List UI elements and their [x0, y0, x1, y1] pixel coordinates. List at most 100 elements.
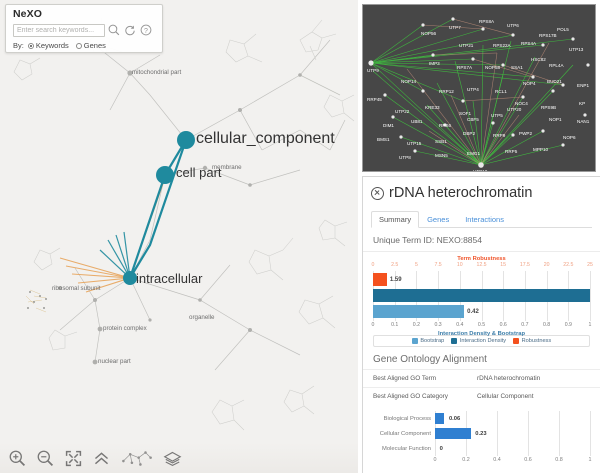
zoom-out-icon[interactable] — [36, 449, 55, 468]
term-header: rDNA heterochromatin — [363, 177, 600, 203]
go-tick: 0 — [433, 457, 437, 463]
go-value-biological-process: 0.06 — [448, 415, 461, 422]
svg-text:NOP58: NOP58 — [485, 65, 501, 70]
fit-to-screen-icon[interactable] — [64, 449, 83, 468]
legend-label-interaction-density: Interaction Density — [459, 338, 507, 344]
svg-text:?: ? — [144, 28, 148, 35]
bar-bootstrap: 0.42 — [373, 305, 479, 318]
node-label-intracellular: intracellular — [136, 271, 203, 286]
go-alignment-title: Gene Ontology Alignment — [373, 354, 487, 365]
search-icon[interactable] — [107, 23, 121, 37]
bottom-tick: 0.7 — [521, 322, 529, 328]
go-tick: 1 — [588, 457, 592, 463]
svg-text:UTP13: UTP13 — [569, 47, 584, 52]
node-label-ribosomal-subunit: ribosomal subunit — [52, 285, 101, 292]
svg-text:KP: KP — [579, 101, 585, 106]
top-tick: 7.5 — [434, 262, 442, 268]
go-plot-biological-process: 0.06 — [435, 411, 591, 426]
svg-text:MSN5: MSN5 — [435, 153, 448, 158]
go-row-best-aligned-category: Best Aligned GO Category Cellular Compon… — [363, 387, 600, 405]
go-plot-cellular-component: 0.23 — [435, 426, 591, 441]
top-tick: 22.5 — [563, 262, 574, 268]
filter-by-label: By: — [13, 41, 24, 50]
ontology-network-view[interactable]: cellular_component cell part intracellul… — [0, 0, 358, 473]
svg-text:CBF5: CBF5 — [467, 117, 479, 122]
go-chart-row: Biological Process 0.06 — [373, 411, 591, 426]
svg-text:RPS4A: RPS4A — [521, 41, 537, 46]
go-chart-row: Molecular Function 0 — [373, 441, 591, 456]
collapse-icon[interactable] — [92, 449, 111, 468]
network-toolbar[interactable] — [0, 443, 358, 473]
svg-text:DIM1: DIM1 — [383, 123, 394, 128]
svg-text:IMP3: IMP3 — [429, 61, 440, 66]
svg-text:RPL4A: RPL4A — [549, 63, 564, 68]
go-tick: 0.8 — [555, 457, 563, 463]
bar-robustness: 1.59 — [373, 273, 402, 286]
detail-tabs[interactable]: Summary Genes Interactions — [371, 210, 592, 228]
svg-text:RPS8A: RPS8A — [479, 19, 495, 24]
help-icon[interactable]: ? — [139, 23, 153, 37]
unique-term-id: Unique Term ID: NEXO:8854 — [363, 228, 600, 252]
radio-genes-icon[interactable] — [75, 42, 82, 49]
network-overview-icon[interactable] — [120, 449, 154, 468]
go-chart-axis: 0 0.2 0.4 0.6 0.8 1 — [433, 456, 592, 465]
svg-text:NOP14: NOP14 — [401, 79, 417, 84]
radio-keywords-icon[interactable] — [27, 42, 34, 49]
node-cell-part — [156, 166, 174, 184]
svg-text:NOP4: NOP4 — [523, 81, 536, 86]
svg-text:UTP21: UTP21 — [459, 43, 474, 48]
svg-text:NOP56: NOP56 — [421, 31, 437, 36]
svg-text:UTP5: UTP5 — [491, 113, 503, 118]
top-tick: 0 — [371, 262, 375, 268]
app-title: NeXO — [13, 8, 42, 20]
chart-top-ticks: 0 2.5 5 7.5 10 12.5 15 17.5 20 22.5 25 — [371, 262, 593, 270]
svg-text:EMG1: EMG1 — [467, 151, 480, 156]
chart-legend: Bootstrap Interaction Density Robustness — [373, 335, 590, 347]
tab-summary[interactable]: Summary — [371, 211, 420, 228]
svg-text:NOP6: NOP6 — [563, 135, 576, 140]
top-tick: 10 — [456, 262, 463, 268]
svg-text:RRP12: RRP12 — [439, 89, 454, 94]
go-value-molecular-function: 0 — [439, 445, 443, 452]
zoom-in-icon[interactable] — [8, 449, 27, 468]
bar-interaction-density — [373, 289, 590, 302]
search-input[interactable] — [13, 23, 105, 37]
svg-text:RPS7A: RPS7A — [457, 65, 473, 70]
robustness-chart: Term Robustness 0 2.5 5 7.5 10 12.5 15 1… — [371, 256, 593, 337]
search-panel[interactable]: NeXO ? By: Ke — [5, 4, 163, 53]
svg-text:RRP9: RRP9 — [493, 133, 506, 138]
radio-option-keywords[interactable]: Keywords — [27, 41, 69, 50]
gene-network-graph[interactable]: UTP9 UTP10 NOP56 UTP7 RPS8A UTP6 RPS17B UTP… — [363, 5, 596, 172]
refresh-icon[interactable] — [123, 23, 137, 37]
svg-text:RRP45: RRP45 — [367, 97, 382, 102]
go-row-best-aligned-term: Best Aligned GO Term rDNA heterochromati… — [363, 369, 600, 387]
top-tick: 12.5 — [476, 262, 487, 268]
node-label-cell-part: cell part — [176, 165, 222, 180]
tab-interactions[interactable]: Interactions — [465, 215, 504, 224]
go-chart-row: Cellular Component 0.23 — [373, 426, 591, 441]
top-tick: 17.5 — [519, 262, 530, 268]
tab-genes[interactable]: Genes — [427, 215, 450, 224]
svg-text:SSB1: SSB1 — [435, 139, 447, 144]
svg-text:RPS6: RPS6 — [439, 123, 451, 128]
ontology-graph[interactable] — [0, 0, 358, 473]
gene-interaction-network[interactable]: UTP9 UTP10 NOP56 UTP7 RPS8A UTP6 RPS17B UTP… — [362, 4, 596, 172]
node-intracellular — [123, 271, 137, 285]
chart-bottom-ticks: 0 0.1 0.2 0.3 0.4 0.5 0.6 0.7 0.8 0.9 1 — [372, 322, 592, 330]
legend-label-bootstrap: Bootstrap — [420, 338, 445, 344]
go-category-chart: Biological Process 0.06 Cellular Compone… — [373, 411, 592, 473]
close-icon[interactable] — [371, 186, 384, 200]
top-tick: 20 — [543, 262, 550, 268]
node-label-mitochondrial-part: mitochondrial part — [132, 69, 182, 76]
svg-text:UTP15: UTP15 — [407, 141, 422, 146]
node-cellular-component — [177, 131, 195, 149]
radio-option-genes[interactable]: Genes — [75, 41, 106, 50]
go-bar-biological-process — [435, 413, 445, 424]
bar-bootstrap-value: 0.42 — [467, 308, 479, 315]
top-tick: 5 — [414, 262, 418, 268]
legend-label-robustness: Robustness — [521, 338, 552, 344]
go-category-label-molecular-function: Molecular Function — [382, 445, 431, 452]
layers-icon[interactable] — [163, 449, 182, 468]
svg-text:UB81: UB81 — [411, 119, 423, 124]
